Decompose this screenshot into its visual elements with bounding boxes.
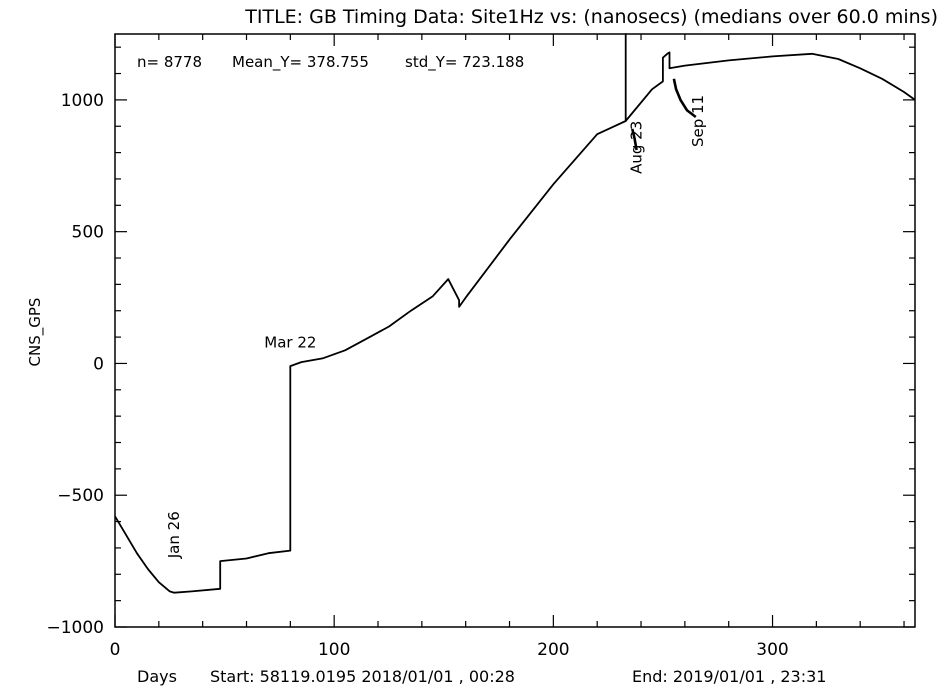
series-line-2	[631, 128, 638, 151]
y-tick-label: 1000	[61, 91, 104, 111]
annotation-label: Sep 11	[689, 95, 707, 147]
annotation-label: Mar 22	[264, 334, 316, 352]
x-tick-label: 300	[756, 640, 788, 660]
annotation-label: Jan 26	[165, 511, 183, 559]
y-tick-label: −500	[57, 486, 104, 506]
chart-title: TITLE: GB Timing Data: Site1Hz vs: (nano…	[244, 6, 938, 28]
annotations: Jan 26 Mar 22 Aug 23 Sep 11	[165, 95, 707, 559]
x-tick-label: 0	[110, 640, 121, 660]
x-tick-label: 100	[318, 640, 350, 660]
start-info: Start: 58119.0195 2018/01/01 , 00:28	[210, 667, 515, 686]
axis-ticks: 0 100 200 300 −1000 −500 0 500 1000	[46, 34, 915, 660]
y-tick-label: −1000	[46, 618, 104, 638]
end-info: End: 2019/01/01 , 23:31	[632, 667, 826, 686]
series-line-1	[114, 33, 916, 594]
series-group	[114, 33, 916, 594]
y-axis-label: CNS_GPS	[26, 298, 45, 367]
stat-std: std_Y= 723.188	[405, 53, 524, 72]
annotation-label: Aug 23	[628, 121, 646, 174]
x-axis-label: Days	[137, 667, 177, 686]
y-tick-label: 0	[93, 354, 104, 374]
x-tick-label: 200	[537, 640, 569, 660]
stat-mean: Mean_Y= 378.755	[232, 53, 369, 72]
y-tick-label: 500	[72, 223, 104, 243]
stat-n: n= 8778	[137, 53, 202, 71]
series-line-3	[672, 78, 697, 119]
plot-frame	[114, 33, 916, 628]
